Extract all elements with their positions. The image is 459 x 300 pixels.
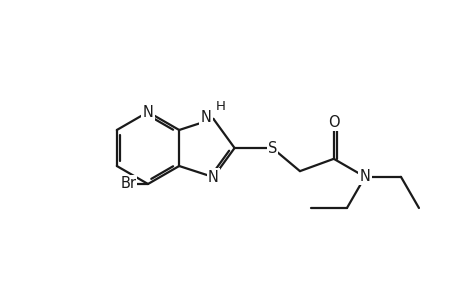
Text: Br: Br — [120, 176, 136, 191]
Text: O: O — [327, 115, 339, 130]
Text: S: S — [267, 140, 276, 155]
Text: N: N — [207, 169, 218, 184]
Text: N: N — [200, 110, 211, 125]
Text: H: H — [215, 100, 225, 113]
Text: N: N — [142, 104, 153, 119]
Text: N: N — [359, 169, 369, 184]
